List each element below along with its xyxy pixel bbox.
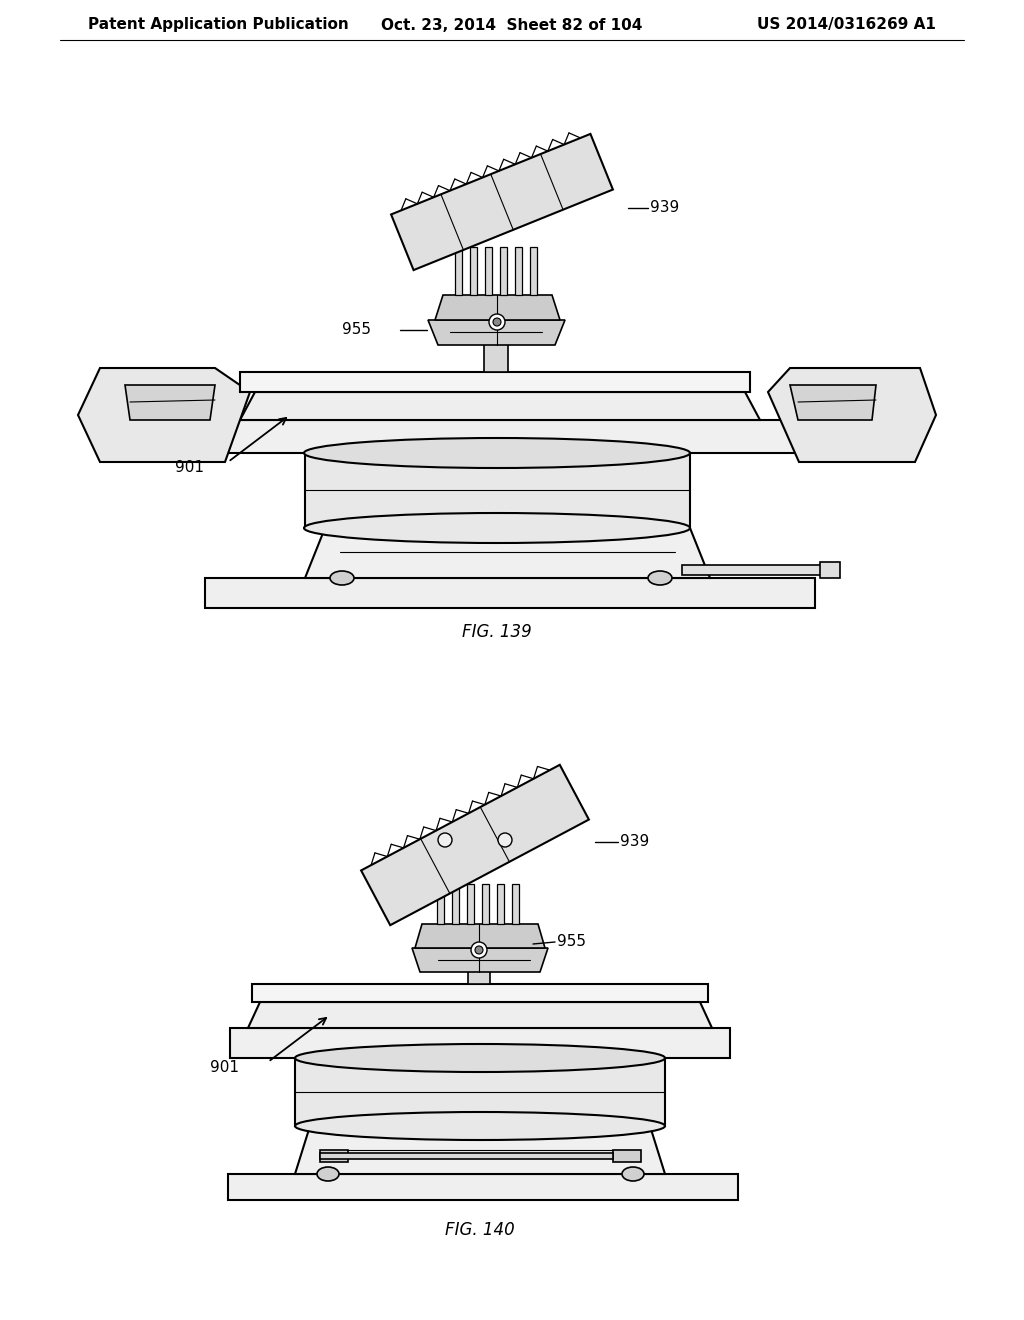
- Text: Oct. 23, 2014  Sheet 82 of 104: Oct. 23, 2014 Sheet 82 of 104: [381, 17, 643, 33]
- Polygon shape: [252, 983, 708, 1002]
- Ellipse shape: [304, 513, 690, 543]
- Polygon shape: [500, 247, 507, 294]
- Polygon shape: [468, 932, 490, 983]
- Text: 939: 939: [620, 834, 649, 850]
- Ellipse shape: [304, 438, 690, 469]
- Text: 901: 901: [210, 1060, 239, 1074]
- Polygon shape: [455, 247, 462, 294]
- Polygon shape: [188, 420, 812, 453]
- Text: US 2014/0316269 A1: US 2014/0316269 A1: [757, 17, 936, 33]
- Polygon shape: [412, 948, 548, 972]
- Ellipse shape: [622, 1167, 644, 1181]
- Polygon shape: [437, 884, 444, 924]
- Polygon shape: [515, 247, 522, 294]
- Ellipse shape: [475, 946, 483, 954]
- Ellipse shape: [317, 1167, 339, 1181]
- Polygon shape: [682, 565, 822, 576]
- Polygon shape: [305, 453, 690, 528]
- Polygon shape: [820, 562, 840, 578]
- Polygon shape: [228, 1173, 738, 1200]
- Polygon shape: [485, 247, 492, 294]
- Polygon shape: [415, 924, 545, 948]
- Polygon shape: [295, 1126, 665, 1173]
- Polygon shape: [230, 1028, 730, 1059]
- Polygon shape: [319, 1150, 348, 1162]
- Text: FIG. 140: FIG. 140: [445, 1221, 515, 1239]
- Text: 955: 955: [557, 935, 586, 949]
- Ellipse shape: [330, 572, 354, 585]
- Ellipse shape: [648, 572, 672, 585]
- Polygon shape: [512, 884, 519, 924]
- Polygon shape: [428, 319, 565, 345]
- Polygon shape: [482, 884, 489, 924]
- Polygon shape: [305, 528, 710, 578]
- Polygon shape: [78, 368, 250, 462]
- Polygon shape: [319, 1152, 613, 1159]
- Polygon shape: [497, 884, 504, 924]
- Text: 955: 955: [342, 322, 371, 338]
- Polygon shape: [205, 578, 815, 609]
- Polygon shape: [240, 392, 760, 420]
- Polygon shape: [790, 385, 876, 420]
- Polygon shape: [452, 884, 459, 924]
- Text: 901: 901: [175, 461, 204, 475]
- Text: FIG. 139: FIG. 139: [462, 623, 531, 642]
- Text: Patent Application Publication: Patent Application Publication: [88, 17, 349, 33]
- Polygon shape: [613, 1150, 641, 1162]
- Polygon shape: [484, 308, 508, 372]
- Polygon shape: [530, 247, 537, 294]
- Text: 939: 939: [650, 201, 679, 215]
- Polygon shape: [248, 1002, 712, 1028]
- Ellipse shape: [295, 1111, 665, 1140]
- Polygon shape: [391, 133, 613, 271]
- Polygon shape: [125, 385, 215, 420]
- Polygon shape: [467, 884, 474, 924]
- Ellipse shape: [489, 314, 505, 330]
- Ellipse shape: [471, 942, 487, 958]
- Ellipse shape: [295, 1044, 665, 1072]
- Polygon shape: [361, 764, 589, 925]
- Polygon shape: [435, 294, 560, 319]
- Ellipse shape: [438, 833, 452, 847]
- Polygon shape: [295, 1059, 665, 1126]
- Ellipse shape: [498, 833, 512, 847]
- Polygon shape: [240, 372, 750, 392]
- Polygon shape: [768, 368, 936, 462]
- Ellipse shape: [493, 318, 501, 326]
- Polygon shape: [470, 247, 477, 294]
